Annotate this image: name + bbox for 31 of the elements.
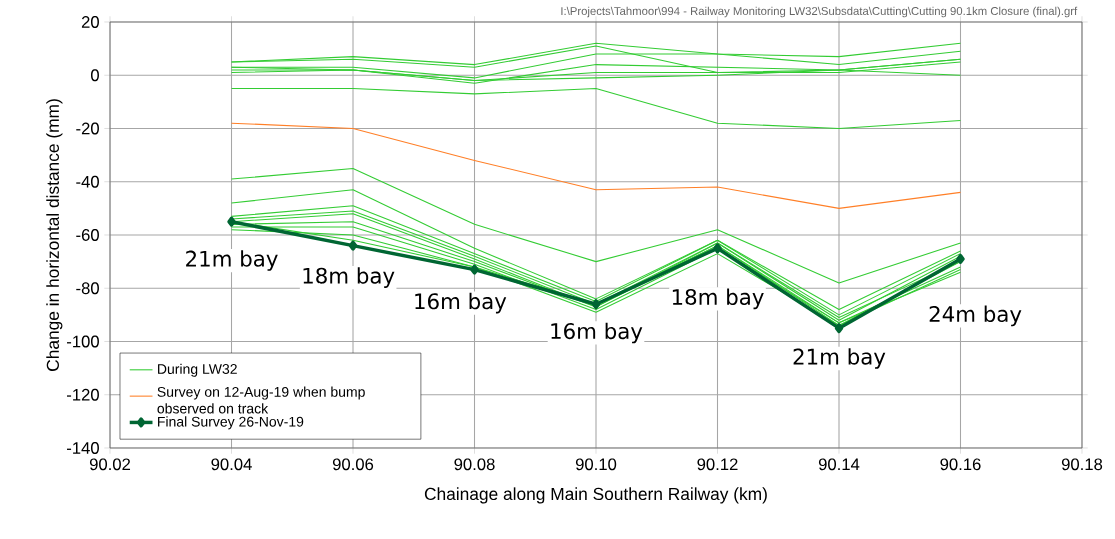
x-tick-label: 90.02 — [89, 458, 131, 471]
y-tick-label: -80 — [76, 282, 99, 295]
x-tick-label: 90.06 — [332, 458, 374, 471]
annotation: 21m bay — [793, 348, 886, 369]
y-tick-label: -100 — [67, 335, 99, 348]
text: I:\Projects\Tahmoor\994 - Railway Monitoring LW32\Subsdata\Cutting\Cutting 90.1km Closure (final).grf — [561, 6, 1078, 18]
annotation: 16m bay — [551, 322, 643, 344]
annotation: 21m bay — [186, 250, 278, 271]
y-axis-title: Change in horizontal distance (mm) — [46, 99, 63, 371]
legend-label: During LW32 — [158, 363, 237, 377]
y-tick-label: 0 — [91, 69, 99, 82]
legend-label: Survey on 12-Aug-19 when bump observed on track — [157, 386, 365, 414]
y-tick-label: 20 — [81, 16, 99, 28]
annotation: 24m bay — [929, 305, 1022, 327]
y-tick-label: -120 — [67, 388, 99, 401]
annotation: 18m bay — [672, 288, 764, 310]
annotation: 16m bay — [415, 292, 507, 314]
x-tick-label: 90.14 — [818, 458, 860, 471]
y-tick-label: -140 — [67, 442, 99, 454]
y-tick-label: -20 — [76, 122, 99, 135]
annotation: 18m bay — [303, 267, 395, 288]
y-tick-label: -60 — [76, 229, 99, 241]
legend-label: Final Survey 26-Nov-19 — [158, 416, 304, 430]
y-tick-label: -40 — [76, 175, 99, 188]
x-tick-label: 90.16 — [940, 458, 981, 471]
x-tick-label: 90.04 — [211, 458, 252, 471]
x-tick-label: 90.12 — [697, 458, 738, 471]
x-tick-label: 90.08 — [454, 458, 495, 471]
x-tick-label: 90.10 — [575, 458, 617, 471]
x-tick-label: 90.18 — [1061, 458, 1103, 471]
x-axis-title: Chainage along Main Southern Railway (km) — [424, 487, 767, 504]
